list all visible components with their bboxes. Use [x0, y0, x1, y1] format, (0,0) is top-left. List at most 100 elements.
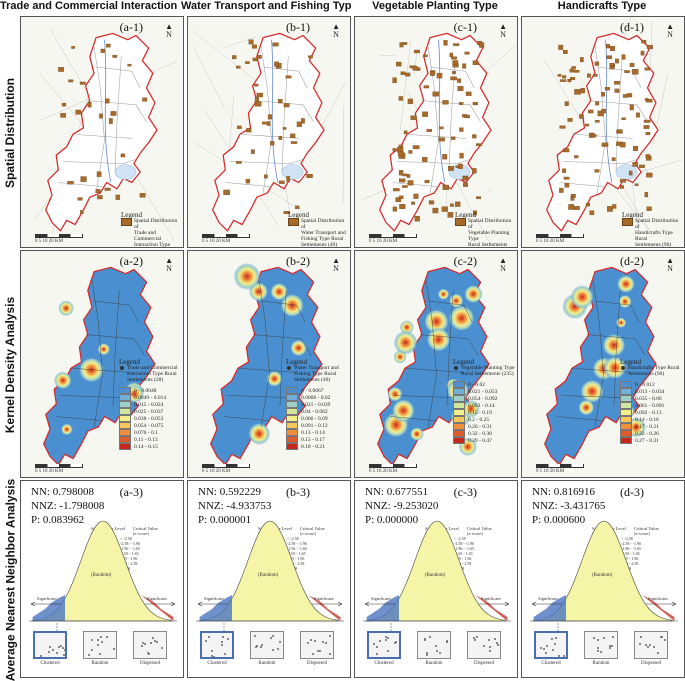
pattern-dot: [472, 637, 475, 640]
pattern-dot: [647, 645, 650, 648]
pattern-box-clustered: [534, 631, 568, 659]
settlement-patch: [567, 118, 573, 122]
pattern-dot: [112, 648, 115, 651]
legend-swatch: [622, 218, 633, 226]
pattern-dot: [141, 641, 144, 644]
critical-value: 1.96 - 2.58: [287, 561, 305, 566]
panel-id-d2: (d-2): [620, 254, 644, 268]
settlement-patch: [563, 148, 570, 153]
density-class-swatch: [620, 402, 632, 409]
pattern-label: Dispersed: [307, 661, 327, 666]
critical-value: -1.96 - -1.65: [621, 546, 641, 551]
critical-title-line: (z-score): [299, 531, 316, 536]
settlement-patch: [278, 180, 285, 184]
scale-bar: 0 5 10 20 KM: [536, 464, 584, 474]
critical-value: < -2.58: [621, 536, 633, 541]
pattern-dot: [61, 646, 64, 649]
settlement-patch: [278, 135, 283, 140]
pattern-dot: [56, 651, 59, 654]
settlement-patch: [459, 127, 464, 132]
pattern-dot: [551, 649, 554, 652]
settlement-patch: [71, 46, 75, 49]
north-arrow-icon: ▲ N: [499, 256, 507, 273]
pattern-dot: [489, 646, 492, 649]
pattern-dot: [105, 636, 108, 639]
panel-id-b2: (b-2): [286, 254, 310, 268]
panel-id-c1: (c-1): [453, 20, 477, 34]
legend-line: Spatial Distribution of: [301, 218, 345, 230]
settlement-patch: [592, 74, 598, 77]
settlement-patch: [616, 129, 623, 133]
settlement-patch: [579, 57, 584, 63]
settlement-patch: [587, 73, 591, 78]
settlement-patch: [422, 111, 428, 117]
settlement-patch: [270, 141, 275, 146]
settlement-patch: [392, 148, 397, 152]
kd-legend-a2: Legend Trade and Commercial Interaction Ty…: [119, 359, 183, 450]
critical-value: -2.58 - -1.96: [454, 541, 474, 546]
pattern-dot: [483, 645, 486, 648]
critical-value: -1.65 - 1.65: [621, 551, 640, 556]
pattern-dot: [100, 635, 103, 638]
scale-bar: 0 5 10 20 KM: [202, 234, 250, 244]
settlement-patch: [237, 125, 242, 129]
panel-id-a3: (a-3): [119, 485, 143, 499]
study-area-map-a1: [21, 17, 183, 247]
density-class-label: 0.021 - 0.053: [468, 388, 498, 395]
density-class-label: 0.04 - 0.062: [301, 408, 328, 415]
pattern-dot: [376, 652, 379, 655]
pattern-dot: [395, 640, 398, 643]
density-class-swatch: [119, 422, 131, 429]
study-area-map-c1: [355, 17, 517, 247]
density-class-item: 0.054 - 0.092: [453, 395, 517, 402]
settlement-patch: [574, 89, 581, 95]
legend-line: Water Transport and: [301, 230, 346, 236]
density-class-item: 0.066 - 0.09: [286, 415, 350, 422]
settlement-patch: [290, 141, 298, 144]
density-class-item: 0.061 - 0.091: [620, 402, 684, 409]
legend-line: Rural Settlements (235): [468, 242, 508, 248]
settlement-patch: [609, 62, 615, 67]
settlement-patch: [308, 55, 313, 59]
settlement-patch: [87, 102, 92, 108]
density-class-item: 0.021 - 0.039: [286, 401, 350, 408]
settlement-patch: [562, 168, 567, 173]
settlement-patch: [397, 147, 404, 153]
density-class-swatch: [119, 401, 131, 408]
settlement-patch: [246, 128, 252, 133]
density-class-label: 0.054 - 0.075: [134, 422, 164, 429]
settlement-patch: [620, 185, 624, 189]
pattern-dot: [436, 650, 439, 653]
density-class-swatch: [286, 415, 298, 422]
pattern-dot: [63, 653, 66, 656]
pattern-dot: [317, 650, 320, 653]
legend-text: Spatial Distribution of Handicrafts Type …: [635, 218, 684, 247]
density-class-label: 0.2 - 0.25: [468, 416, 490, 423]
settlement-patch: [450, 203, 454, 207]
settlement-patch: [472, 102, 478, 106]
scale-bar-graphic: [536, 464, 584, 468]
density-class-label: 0.14 - 0.16: [635, 416, 659, 423]
settlement-patch: [286, 176, 291, 182]
density-class-item: 0.091 - 0.12: [286, 422, 350, 429]
settlement-patch: [422, 157, 428, 162]
settlement-patch: [423, 85, 430, 89]
scale-bar: 0 5 10 20 KM: [35, 464, 83, 474]
panel-id-c2: (c-2): [453, 254, 477, 268]
legend-title: Legend: [288, 211, 309, 219]
settlement-patch: [562, 75, 567, 79]
settlement-patch: [584, 123, 590, 127]
critical-value: -1.96 - -1.65: [120, 546, 140, 551]
pattern-dot: [661, 635, 664, 638]
settlement-patch: [624, 70, 630, 73]
settlement-patch: [447, 212, 454, 218]
critical-title-line: Critical Value: [132, 526, 158, 531]
scale-bar-graphic: [369, 464, 417, 468]
critical-value: 1.96 - 2.58: [120, 561, 138, 566]
north-arrow-icon: ▲ N: [499, 22, 507, 39]
settlement-patch: [563, 176, 570, 180]
bell-random-label: (Random): [592, 573, 613, 578]
settlement-patch: [235, 161, 242, 164]
pattern-dot: [324, 641, 327, 644]
settlement-patch: [296, 121, 302, 127]
